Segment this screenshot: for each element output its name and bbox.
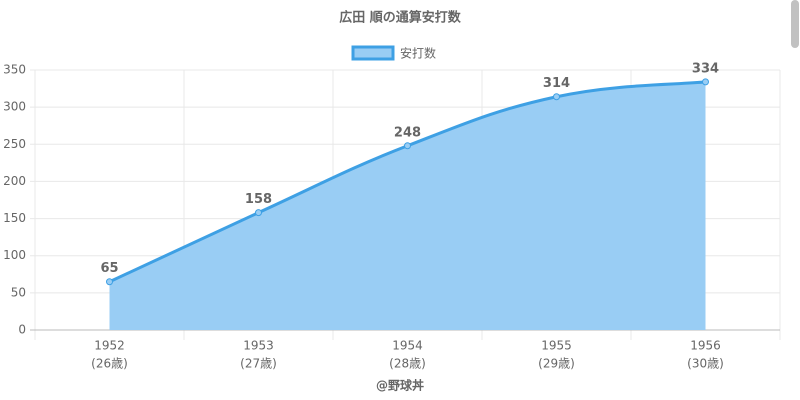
x-tick-label: 1954 bbox=[392, 339, 423, 353]
legend-swatch bbox=[351, 45, 395, 61]
x-tick-label: (28歳) bbox=[389, 357, 426, 371]
y-tick-label: 300 bbox=[3, 100, 26, 114]
x-tick-label: 1956 bbox=[690, 339, 721, 353]
point bbox=[404, 142, 411, 150]
x-tick-label: (30歳) bbox=[687, 357, 724, 371]
x-tick-label: (27歳) bbox=[240, 357, 277, 371]
y-tick-label: 250 bbox=[3, 137, 26, 151]
y-tick-label: 100 bbox=[3, 248, 26, 262]
x-tick-label: 1952 bbox=[94, 339, 125, 353]
x-tick-label: 1953 bbox=[243, 339, 274, 353]
area bbox=[109, 81, 706, 330]
y-tick-label: 0 bbox=[18, 323, 26, 337]
x-tick-label: (26歳) bbox=[91, 357, 128, 371]
scrollbar[interactable] bbox=[791, 0, 799, 48]
data-label: 65 bbox=[100, 261, 118, 276]
point bbox=[255, 209, 262, 217]
legend-label: 安打数 bbox=[400, 46, 436, 61]
x-axis-title: @野球丼 bbox=[376, 378, 424, 393]
data-label: 158 bbox=[245, 192, 272, 207]
x-tick-label: 1955 bbox=[541, 339, 572, 353]
y-tick-label: 50 bbox=[11, 285, 26, 299]
data-label: 314 bbox=[543, 76, 570, 91]
y-tick-label: 150 bbox=[3, 211, 26, 225]
point bbox=[702, 78, 709, 86]
chart-title: 広田 順の通算安打数 bbox=[339, 10, 462, 26]
x-tick-label: (29歳) bbox=[538, 357, 575, 371]
point bbox=[106, 278, 113, 286]
y-tick-label: 200 bbox=[3, 174, 26, 188]
y-tick-label: 350 bbox=[3, 63, 26, 77]
data-label: 248 bbox=[394, 125, 421, 140]
data-label: 334 bbox=[692, 61, 719, 76]
point bbox=[553, 93, 560, 101]
